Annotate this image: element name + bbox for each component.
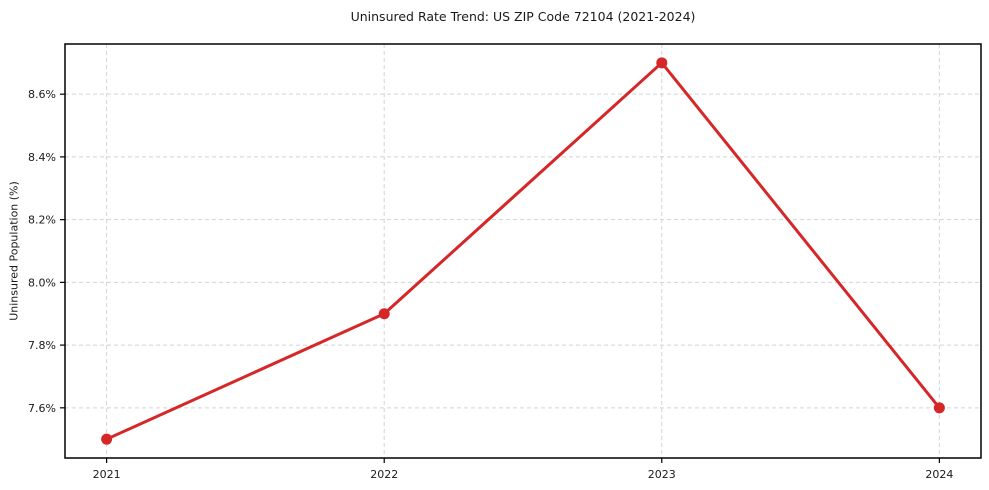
y-tick-label: 8.6% [28,88,56,101]
y-tick-label: 8.2% [28,214,56,227]
data-point [101,433,113,445]
x-tick-label: 2024 [925,468,953,481]
chart-title: Uninsured Rate Trend: US ZIP Code 72104 … [350,9,696,24]
y-tick-label: 7.8% [28,339,56,352]
x-tick-label: 2022 [370,468,398,481]
data-point [933,402,945,414]
trend-line [105,61,941,441]
data-point [378,308,390,320]
x-tick-label: 2023 [648,468,676,481]
data-point [656,57,668,69]
plot-frame [64,43,982,459]
y-tick-label: 8.4% [28,151,56,164]
x-tick-label: 2021 [93,468,121,481]
y-tick-label: 8.0% [28,276,56,289]
y-tick-label: 7.6% [28,402,56,415]
